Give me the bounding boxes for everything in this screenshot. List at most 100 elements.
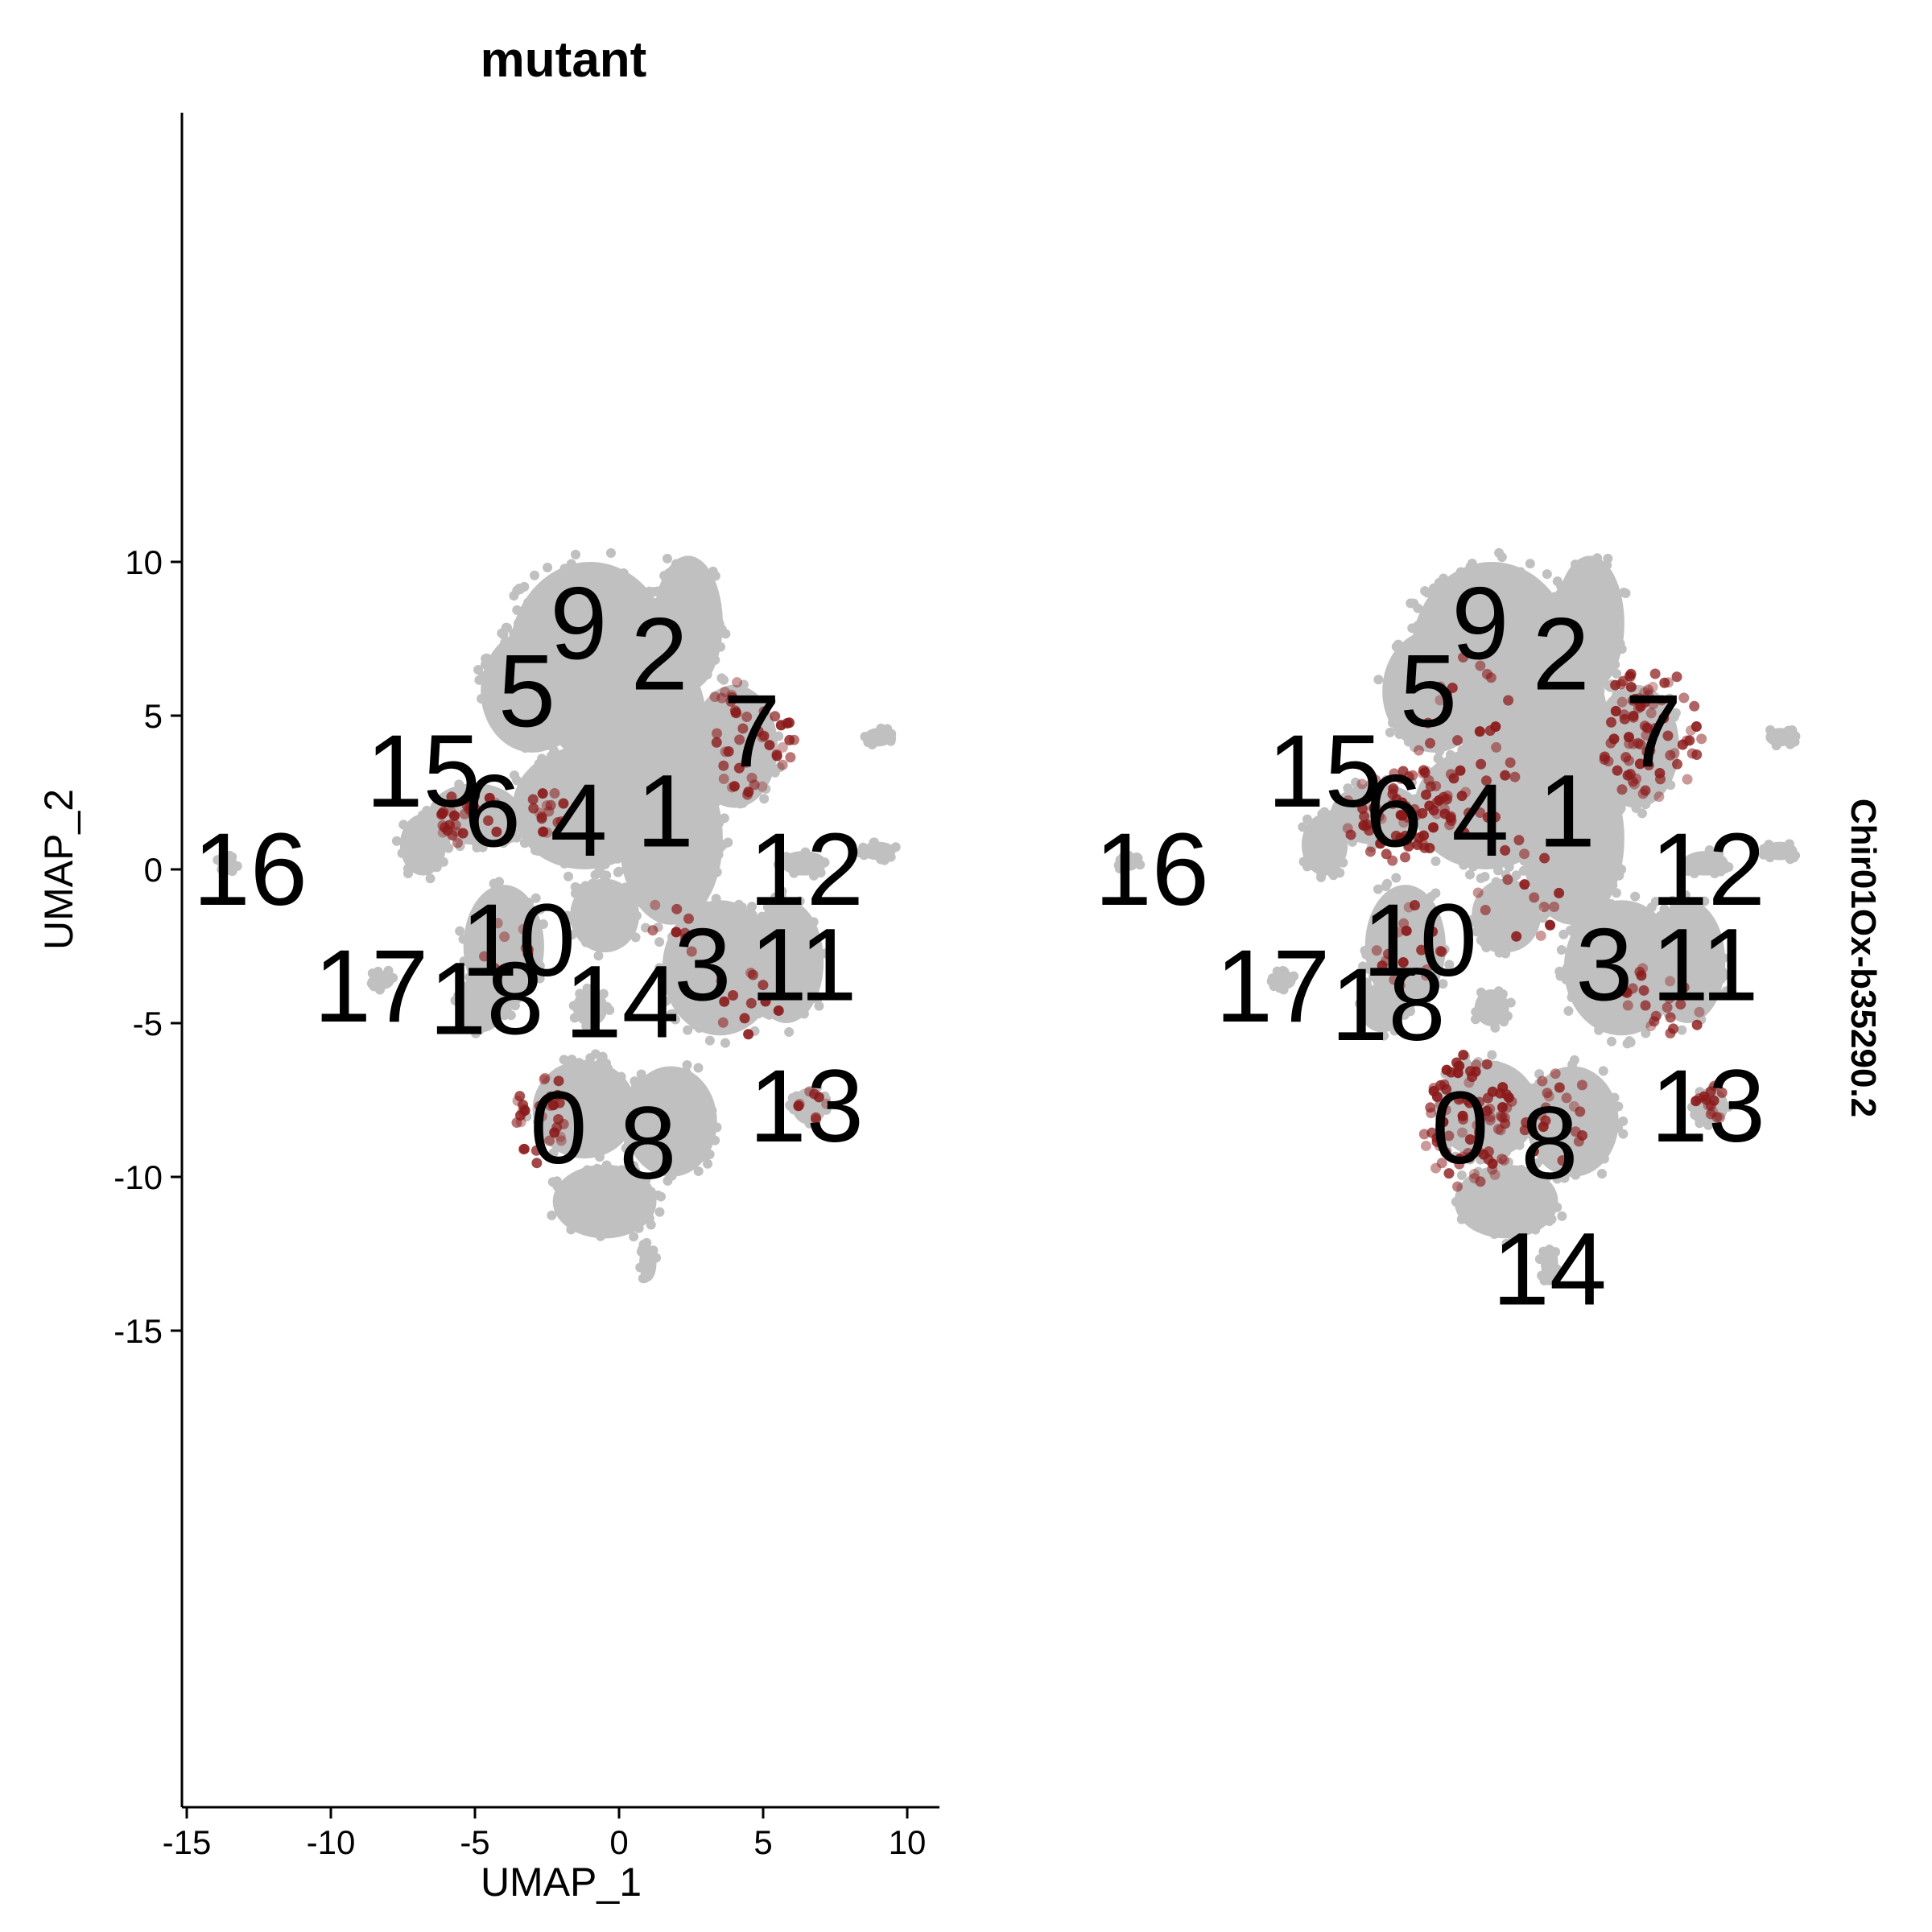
expression-point: [514, 1091, 526, 1102]
cell-cloud-region: [619, 752, 723, 925]
cell-point: [1530, 1223, 1540, 1233]
cell-point: [653, 586, 663, 597]
cell-point: [661, 996, 671, 1006]
expression-point: [1622, 1000, 1633, 1011]
expression-point: [1407, 770, 1418, 781]
cell-point: [652, 909, 663, 919]
expression-point: [1643, 759, 1654, 770]
cell-point: [596, 1231, 606, 1241]
expression-point: [1356, 778, 1368, 790]
expression-point: [1557, 1155, 1568, 1166]
cell-point: [761, 1005, 771, 1016]
cell-point: [1542, 569, 1552, 580]
cell-point: [819, 857, 830, 868]
expression-point: [1492, 1123, 1504, 1134]
expression-point: [1629, 693, 1641, 704]
expression-point: [1711, 1112, 1723, 1123]
cell-point: [513, 795, 523, 805]
cluster-label: 2: [1533, 597, 1590, 712]
gene-label: Chir01Ox-b35290.2: [1843, 799, 1883, 1117]
cluster-label: 10: [1363, 883, 1477, 998]
cell-point: [602, 1001, 613, 1012]
cell-point: [876, 854, 886, 865]
cell-point: [1589, 910, 1600, 921]
cell-point: [660, 638, 671, 649]
cell-point: [1558, 704, 1569, 714]
cell-point: [474, 1025, 485, 1035]
expression-point: [1475, 1176, 1486, 1187]
cell-point: [681, 651, 691, 662]
cell-point: [662, 665, 672, 675]
panel-gene: 9 25 7 156 4 1 16 12 10 3 11 17 18 14 13 0 8 Chir01Ox-b3…: [1095, 547, 1883, 1327]
expression-point: [1610, 679, 1621, 691]
expression-point: [757, 781, 768, 792]
expression-point: [1397, 956, 1409, 968]
cell-point: [575, 989, 585, 999]
cell-point: [450, 995, 460, 1005]
cell-point: [576, 666, 587, 676]
cluster-label: 2: [631, 597, 688, 712]
expression-point: [1425, 737, 1436, 749]
left-expression-points: [436, 677, 832, 1169]
cell-point: [616, 733, 626, 744]
cell-point: [1517, 637, 1528, 647]
cell-point: [438, 857, 448, 867]
expression-point: [528, 803, 539, 814]
cell-point: [720, 1038, 730, 1048]
expression-point: [1529, 892, 1540, 903]
expression-point: [1610, 705, 1621, 716]
cluster-label: 3: [1575, 907, 1633, 1022]
cell-point: [665, 986, 675, 997]
cell-point: [571, 711, 581, 721]
cell-point: [1118, 852, 1129, 862]
cell-point: [455, 926, 465, 936]
cell-point: [1579, 753, 1590, 764]
cell-point: [636, 1069, 646, 1080]
y-tick-label: -15: [114, 1312, 163, 1350]
cluster-label: 11: [750, 907, 857, 1022]
cell-point: [795, 896, 805, 906]
expression-point: [552, 1089, 564, 1100]
cell-point: [1436, 729, 1447, 739]
expression-point: [1545, 919, 1556, 931]
expression-point: [1359, 811, 1370, 822]
x-tick-label: -5: [460, 1823, 489, 1861]
cell-point: [1535, 753, 1546, 763]
cell-point: [1464, 869, 1475, 880]
cell-point: [625, 1109, 636, 1120]
y-tick-label: 10: [125, 543, 163, 581]
expression-point: [1427, 926, 1439, 937]
expression-point: [1503, 1092, 1514, 1103]
cell-point: [542, 848, 552, 858]
expression-point: [726, 691, 737, 703]
expression-point: [1431, 797, 1443, 808]
cell-point: [1641, 799, 1651, 810]
cell-point: [654, 1207, 665, 1217]
cell-point: [636, 848, 646, 859]
cell-point: [1414, 630, 1425, 640]
cell-point: [710, 654, 720, 665]
cell-cloud-region: [1359, 983, 1406, 1033]
cell-point: [613, 867, 623, 877]
expression-point: [1403, 902, 1414, 913]
cell-point: [598, 989, 609, 999]
cell-point: [1610, 659, 1620, 670]
cell-point: [634, 1223, 644, 1233]
cell-point: [1548, 593, 1558, 604]
expression-point: [1643, 684, 1654, 696]
cell-point: [1601, 910, 1612, 920]
cell-point: [642, 1237, 652, 1248]
expression-point: [1343, 795, 1354, 807]
cell-point: [701, 797, 712, 807]
cell-point: [698, 735, 708, 745]
cell-point: [1493, 986, 1504, 997]
expression-point: [745, 997, 757, 1009]
cell-point: [646, 720, 657, 730]
expression-point: [1480, 904, 1491, 915]
expression-point: [1503, 695, 1514, 706]
cell-point: [1790, 730, 1800, 741]
expression-point: [1383, 948, 1394, 960]
expression-point: [457, 828, 469, 839]
expression-point: [1476, 1112, 1487, 1123]
cell-point: [1434, 578, 1444, 588]
